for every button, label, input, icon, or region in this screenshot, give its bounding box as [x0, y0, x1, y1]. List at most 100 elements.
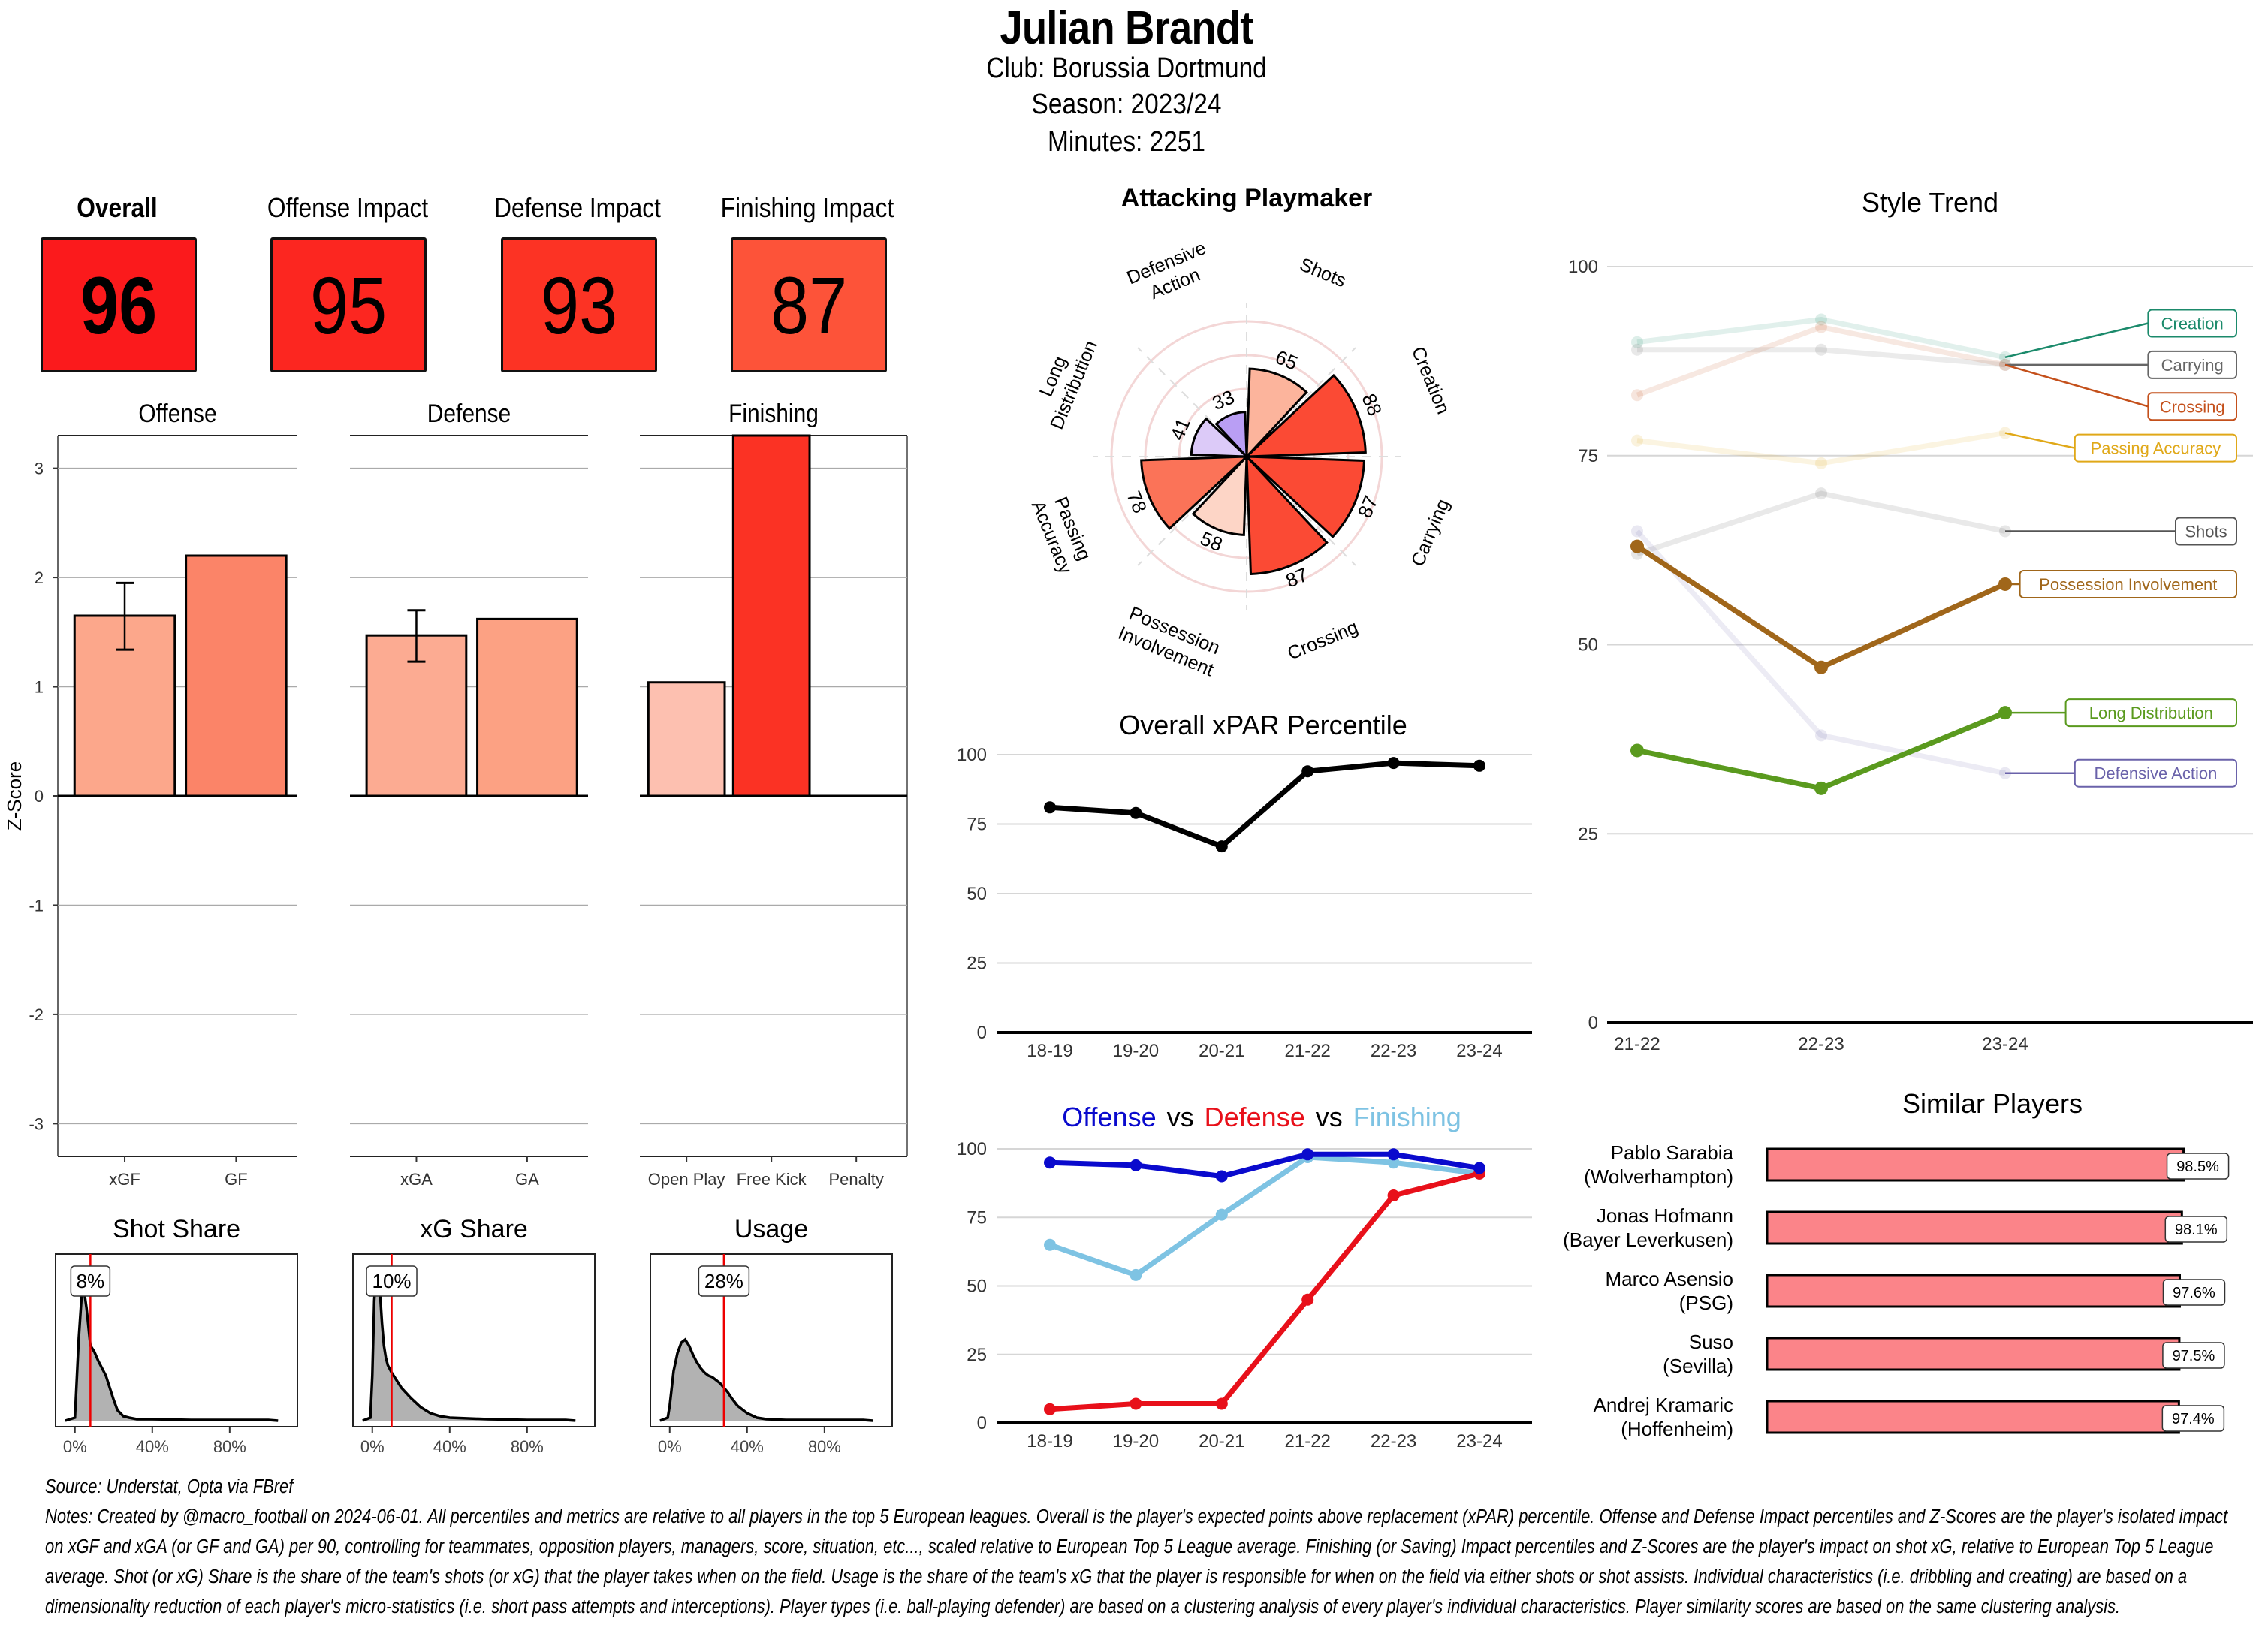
y-tick-label: 0: [977, 1023, 987, 1043]
series-line-offense: [1049, 1151, 1480, 1179]
radar-axis-label: PassingAccuracy: [1027, 489, 1097, 577]
y-tick-label: 75: [967, 1207, 987, 1228]
panel-title: Usage: [734, 1215, 808, 1244]
density-area: [362, 1271, 576, 1421]
series-label: Shots: [2185, 522, 2227, 541]
x-tick-label: 18-19: [1027, 1041, 1072, 1061]
xpar-line-chart: Overall xPAR Percentile 0 25 50 75 100 18-19 19…: [957, 710, 1532, 1061]
series-label: Possession Involvement: [2039, 575, 2217, 594]
data-point: [1044, 801, 1056, 814]
label-leader: [2004, 322, 2149, 359]
radar-wedge-creation: [1244, 373, 1367, 458]
similarity-label: 97.5%: [2173, 1348, 2215, 1364]
data-point: [1631, 389, 1643, 402]
series-line-passing-accuracy: [1636, 430, 2006, 466]
data-point: [1215, 1397, 1228, 1410]
x-tick-label: 19-20: [1113, 1431, 1159, 1452]
series-line-xpar: [1049, 760, 1480, 849]
x-tick-label: 20-21: [1199, 1431, 1244, 1452]
radar-wedge-passing-accuracy: [1140, 455, 1250, 530]
similarity-bar: [1766, 1210, 2183, 1245]
data-point: [1044, 1156, 1056, 1169]
radar-wedge-carrying: [1244, 455, 1366, 538]
player-club: (Hoffenheim): [1621, 1418, 1733, 1440]
similarity-label-box: [2162, 1279, 2226, 1306]
density-line: [659, 1337, 873, 1422]
y-axis-label: Z-Score: [3, 761, 26, 831]
data-point: [1814, 781, 1828, 795]
player-name: Pablo Sarabia: [1611, 1141, 1734, 1164]
data-point: [1215, 1208, 1228, 1221]
x-tick-label: 23-24: [1982, 1034, 2028, 1054]
y-tick-label: 2: [35, 568, 44, 587]
player-club: (Sevilla): [1663, 1355, 1733, 1377]
club-line: Club: Borussia Dortmund: [986, 53, 1267, 84]
panel-frame: [352, 1253, 596, 1427]
y-tick-label: 25: [1578, 824, 1598, 844]
y-tick-label: 75: [1578, 446, 1598, 466]
density-area: [65, 1281, 279, 1421]
y-tick-label: 50: [967, 884, 987, 904]
y-tick-label: 0: [35, 787, 44, 806]
radar-axis-label: DefensiveAction: [1124, 237, 1218, 309]
similarity-label-box: [2166, 1153, 2230, 1180]
score-value-defense: 93: [540, 259, 618, 351]
radar-value-label: 65: [1272, 345, 1301, 375]
data-point: [1631, 525, 1643, 538]
y-tick-label: 0: [1588, 1013, 1598, 1033]
x-tick-label: 40%: [136, 1437, 169, 1456]
similarity-label-box: [2161, 1405, 2225, 1432]
series-label-box: [2147, 350, 2238, 379]
player-name: Andrej Kramaric: [1594, 1394, 1733, 1416]
x-tick-label: 19-20: [1113, 1041, 1159, 1061]
radar-wedge-possession-involvement: [1191, 454, 1248, 536]
y-tick-label: -1: [29, 896, 44, 915]
score-box-offense: 95: [270, 237, 427, 372]
series-line-carrying: [1637, 347, 2006, 368]
series-label-box: [2074, 433, 2237, 463]
series-label: Passing Accuracy: [2091, 439, 2221, 458]
x-tick-label: 23-24: [1456, 1041, 1502, 1061]
x-tick-label: 21-22: [1285, 1431, 1331, 1452]
x-tick-label: GF: [225, 1170, 248, 1189]
radar-wedge-long-distribution: [1190, 417, 1250, 458]
bar-open-play: [647, 681, 726, 797]
season-line: Season: 2023/24: [1031, 89, 1222, 120]
data-point: [1301, 1293, 1314, 1306]
data-point: [1130, 1159, 1142, 1171]
series-label-box: [2064, 698, 2237, 728]
similarity-label: 98.1%: [2175, 1222, 2218, 1238]
radar-title: Attacking Playmaker: [1121, 184, 1373, 213]
data-point: [1814, 660, 1828, 674]
bar-free-kick: [731, 434, 811, 797]
data-point: [1815, 313, 1827, 326]
panel-title: xG Share: [420, 1215, 528, 1244]
x-tick-label: 22-23: [1371, 1041, 1416, 1061]
y-tick-label: 25: [967, 954, 987, 974]
x-tick-label: 18-19: [1027, 1431, 1072, 1452]
x-tick-label: 20-21: [1199, 1041, 1244, 1061]
similar-players-chart: Similar Players Pablo Sarabia(Wolverhampt…: [1563, 1088, 2230, 1440]
chart-title: Similar Players: [1902, 1088, 2083, 1119]
density-area: [659, 1340, 873, 1421]
radar-axis-label: LongDistribution: [1025, 329, 1101, 433]
panel-title: Offense: [138, 399, 216, 427]
data-point: [1301, 1148, 1314, 1161]
data-point: [1044, 1403, 1056, 1415]
x-tick-label: 80%: [808, 1437, 841, 1456]
panel-frame: [55, 1253, 298, 1427]
radar-axis-label: Crossing: [1284, 616, 1361, 665]
data-point: [1215, 1170, 1228, 1183]
data-point: [1815, 487, 1827, 500]
score-box-finishing: 87: [731, 237, 887, 372]
title-part-defense: Defense: [1205, 1102, 1305, 1132]
player-club: (PSG): [1679, 1292, 1733, 1314]
similarity-label: 97.6%: [2173, 1285, 2215, 1301]
series-label: Crossing: [2160, 397, 2225, 416]
data-point: [1387, 1189, 1400, 1202]
similarity-bar: [1766, 1147, 2185, 1182]
title-part-finishing: Finishing: [1353, 1102, 1461, 1132]
data-point: [1301, 765, 1314, 778]
y-tick-label: 1: [35, 678, 44, 697]
score-title-finishing: Finishing Impact: [720, 192, 894, 223]
